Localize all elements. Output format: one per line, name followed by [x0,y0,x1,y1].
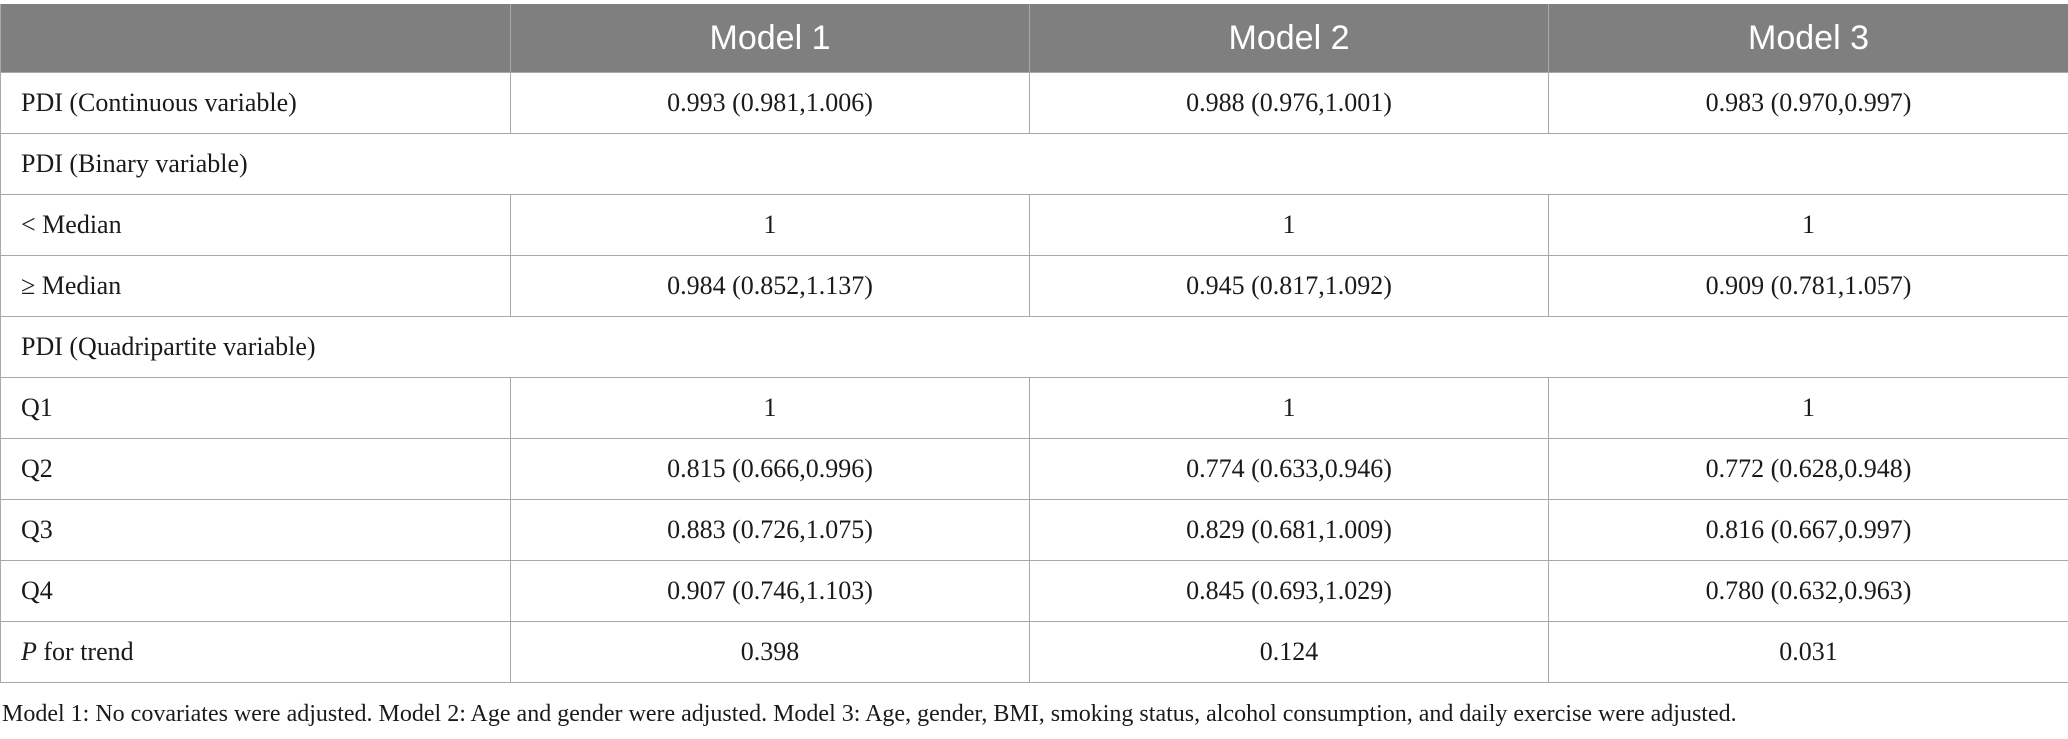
row-label: Q4 [0,560,511,622]
section-label: PDI (Quadripartite variable) [0,316,2068,378]
value-cell-model-2: 1 [1029,377,1549,439]
row-label: P for trend [0,621,511,683]
table-row: Q1 1 1 1 [0,377,2068,439]
value-cell-model-3: 0.772 (0.628,0.948) [1548,438,2068,500]
header-cell-model-3: Model 3 [1548,4,2068,73]
value-cell-model-1: 0.984 (0.852,1.137) [510,255,1030,317]
results-table-container: Model 1 Model 2 Model 3 PDI (Continuous … [0,4,2068,683]
value-cell-model-2: 0.124 [1029,621,1549,683]
results-table: Model 1 Model 2 Model 3 PDI (Continuous … [0,4,2068,683]
row-label: PDI (Continuous variable) [0,72,511,134]
value-cell-model-3: 0.780 (0.632,0.963) [1548,560,2068,622]
value-cell-model-3: 0.909 (0.781,1.057) [1548,255,2068,317]
table-row: ≥ Median 0.984 (0.852,1.137) 0.945 (0.817,… [0,255,2068,317]
row-label: Q2 [0,438,511,500]
row-label: Q1 [0,377,511,439]
table-body: PDI (Continuous variable) 0.993 (0.981,1.… [0,72,2068,683]
value-cell-model-2: 0.829 (0.681,1.009) [1029,499,1549,561]
value-cell-model-2: 0.988 (0.976,1.001) [1029,72,1549,134]
value-cell-model-2: 0.845 (0.693,1.029) [1029,560,1549,622]
section-label: PDI (Binary variable) [0,133,2068,195]
table-row: PDI (Continuous variable) 0.993 (0.981,1.… [0,72,2068,134]
table-row: Q3 0.883 (0.726,1.075) 0.829 (0.681,1.009)… [0,499,2068,561]
value-cell-model-1: 0.907 (0.746,1.103) [510,560,1030,622]
header-cell-model-2: Model 2 [1029,4,1549,73]
value-cell-model-3: 1 [1548,194,2068,256]
header-row: Model 1 Model 2 Model 3 [0,4,2068,73]
value-cell-model-3: 0.816 (0.667,0.997) [1548,499,2068,561]
value-cell-model-2: 0.774 (0.633,0.946) [1029,438,1549,500]
value-cell-model-3: 1 [1548,377,2068,439]
value-cell-model-2: 0.945 (0.817,1.092) [1029,255,1549,317]
value-cell-model-1: 0.883 (0.726,1.075) [510,499,1030,561]
row-label-text: for trend [36,637,134,666]
table-row: < Median 1 1 1 [0,194,2068,256]
header-cell-label [0,4,511,73]
table-row: Q4 0.907 (0.746,1.103) 0.845 (0.693,1.029)… [0,560,2068,622]
row-label: Q3 [0,499,511,561]
value-cell-model-1: 1 [510,377,1030,439]
header-cell-model-1: Model 1 [510,4,1030,73]
row-label: < Median [0,194,511,256]
section-row: PDI (Binary variable) [0,133,2068,195]
table-row: P for trend 0.398 0.124 0.031 [0,621,2068,683]
table-row: Q2 0.815 (0.666,0.996) 0.774 (0.633,0.946)… [0,438,2068,500]
value-cell-model-2: 1 [1029,194,1549,256]
row-label: ≥ Median [0,255,511,317]
value-cell-model-1: 1 [510,194,1030,256]
section-row: PDI (Quadripartite variable) [0,316,2068,378]
value-cell-model-3: 0.983 (0.970,0.997) [1548,72,2068,134]
value-cell-model-1: 0.993 (0.981,1.006) [510,72,1030,134]
value-cell-model-1: 0.815 (0.666,0.996) [510,438,1030,500]
value-cell-model-3: 0.031 [1548,621,2068,683]
table-footnote: Model 1: No covariates were adjusted. Mo… [2,701,1737,727]
p-symbol: P [21,637,37,666]
value-cell-model-1: 0.398 [510,621,1030,683]
